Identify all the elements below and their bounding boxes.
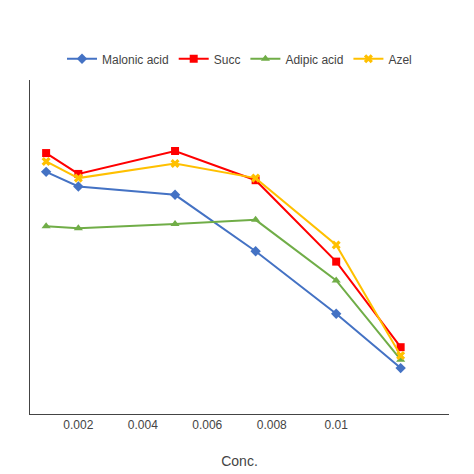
svg-text:0.008: 0.008 [257,418,287,432]
svg-text:0.004: 0.004 [128,418,158,432]
svg-text:Adipic acid: Adipic acid [285,53,343,67]
svg-text:0.01: 0.01 [325,418,349,432]
svg-text:Malonic acid: Malonic acid [102,53,169,67]
svg-text:0.006: 0.006 [192,418,222,432]
svg-text:0.002: 0.002 [63,418,93,432]
svg-text:Conc.: Conc. [221,453,258,469]
svg-text:Succ: Succ [214,53,241,67]
svg-text:Azel: Azel [388,53,411,67]
